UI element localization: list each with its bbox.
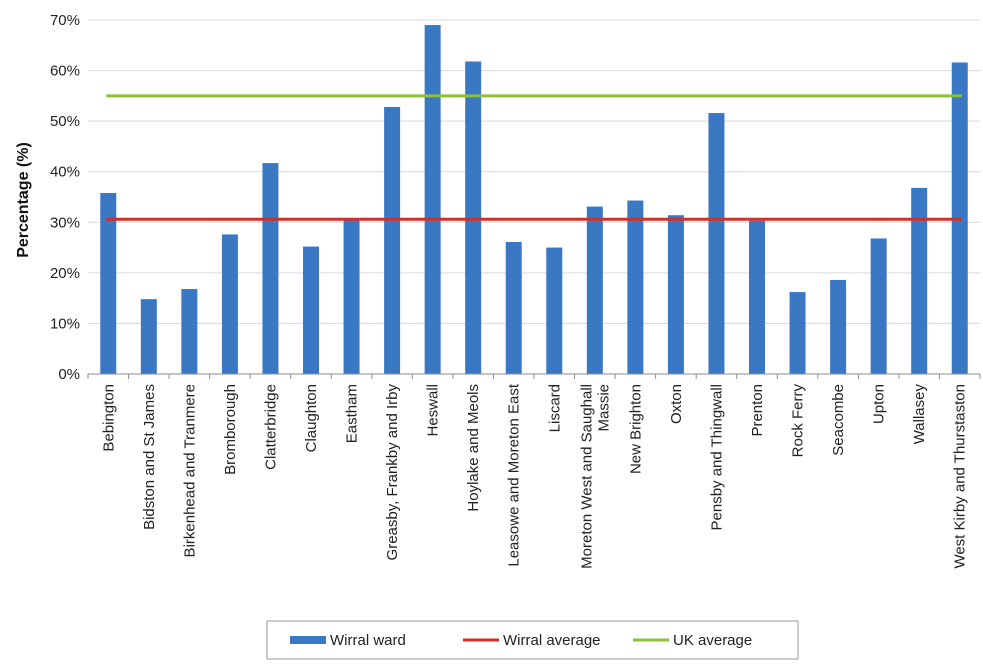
y-tick-labels: 0% 10% 20% 30% 40% 50% 60% 70% xyxy=(50,12,80,383)
category-label: Eastham xyxy=(344,384,361,443)
legend-box xyxy=(266,620,799,660)
category-label: Upton xyxy=(871,384,888,424)
category-label: Wallasey xyxy=(911,384,928,445)
bar xyxy=(546,247,563,374)
y-tick-label: 0% xyxy=(58,366,80,383)
category-label: Oxton xyxy=(668,384,685,424)
bar xyxy=(384,106,401,375)
bar xyxy=(870,238,887,374)
category-label: Pensby and Thingwall xyxy=(708,384,725,530)
category-label: Claughton xyxy=(303,384,320,452)
y-tick-label: 70% xyxy=(50,12,80,29)
category-label: Prenton xyxy=(749,384,766,437)
category-label: Seacombe xyxy=(830,384,847,456)
category-label: Heswall xyxy=(425,384,442,437)
bar xyxy=(911,187,928,374)
y-tick-label: 40% xyxy=(50,164,80,181)
legend: Wirral ward Wirral average UK average xyxy=(266,620,799,660)
category-label: Greasby, Frankby and Irby xyxy=(384,384,401,561)
bar xyxy=(749,220,765,374)
bar xyxy=(343,219,360,374)
bar xyxy=(708,113,725,375)
category-label: Bromborough xyxy=(222,384,239,475)
category-label: Rock Ferry xyxy=(790,384,807,458)
bar xyxy=(100,192,117,374)
category-label: Birkenhead and Tranmere xyxy=(181,384,198,557)
y-tick-label: 20% xyxy=(50,265,80,282)
legend-label: Wirral ward xyxy=(330,632,406,649)
category-label: Liscard xyxy=(546,384,563,432)
y-tick-label: 50% xyxy=(50,113,80,130)
bar xyxy=(505,242,522,374)
bar xyxy=(221,234,238,374)
category-label: Hoylake and Meols xyxy=(465,384,482,512)
bar xyxy=(303,246,319,374)
category-label: Massie xyxy=(595,384,612,432)
legend-label: Wirral average xyxy=(503,632,601,649)
category-labels: Bebington Bidston and St James Birkenhead … xyxy=(100,383,968,569)
category-label: Moreton West and Saughall xyxy=(578,384,595,569)
bar xyxy=(830,279,847,374)
bar xyxy=(424,25,441,375)
x-axis xyxy=(87,373,981,379)
bar xyxy=(789,292,806,374)
category-label: Leasowe and Moreton East xyxy=(506,383,523,566)
bar xyxy=(627,200,644,374)
legend-swatch xyxy=(290,636,326,644)
bars xyxy=(100,25,968,375)
y-tick-label: 30% xyxy=(50,214,80,231)
category-label: Bidston and St James xyxy=(141,384,158,530)
bar xyxy=(586,206,603,374)
bar xyxy=(465,61,482,375)
category-label: Clatterbridge xyxy=(262,384,279,470)
bar xyxy=(262,163,279,374)
category-label: West Kirby and Thurstaston xyxy=(952,384,969,569)
category-label: New Brighton xyxy=(627,384,644,474)
gridlines xyxy=(88,19,980,324)
bar xyxy=(667,215,684,374)
legend-label: UK average xyxy=(673,632,752,649)
bar xyxy=(140,299,157,374)
category-label: Bebington xyxy=(100,384,117,452)
y-axis-label: Percentage (%) xyxy=(15,142,32,258)
bar xyxy=(181,289,198,374)
reference-lines xyxy=(106,94,962,221)
y-tick-label: 60% xyxy=(50,63,80,80)
y-tick-label: 10% xyxy=(50,315,80,332)
